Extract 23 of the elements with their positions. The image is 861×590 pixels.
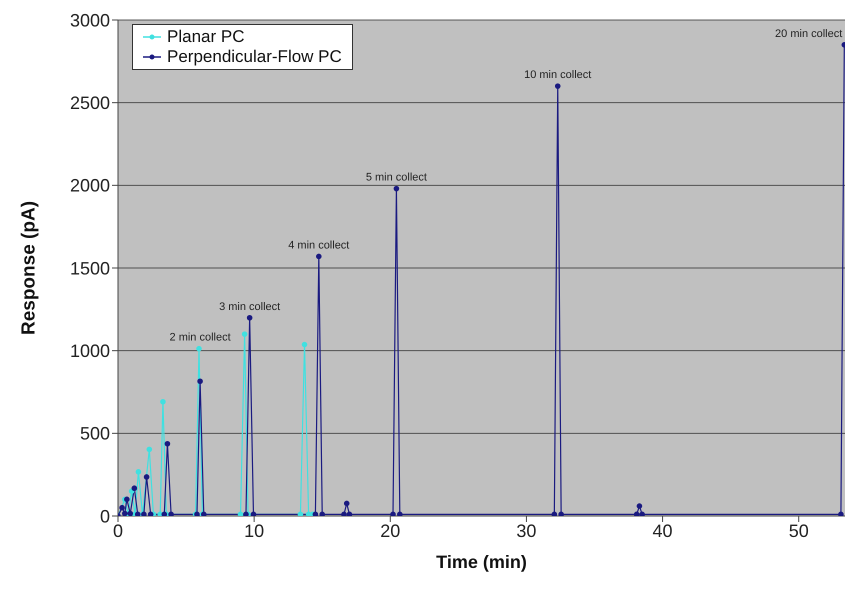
y-tick-label: 1500 xyxy=(70,258,110,278)
legend-label: Perpendicular-Flow PC xyxy=(167,47,342,67)
annotation: 10 min collect xyxy=(524,69,592,82)
x-tick-label: 20 xyxy=(380,520,400,541)
annotation: 4 min collect xyxy=(288,239,350,252)
x-tick-label: 10 xyxy=(244,520,264,541)
annotation: 20 min collect xyxy=(775,28,842,40)
y-axis-title: Response (pA) xyxy=(18,200,40,336)
x-tick-label: 30 xyxy=(516,520,536,541)
y-tick-label: 2000 xyxy=(70,176,110,196)
y-tick-label: 0 xyxy=(100,506,110,526)
y-tick-label: 2500 xyxy=(70,93,110,114)
x-axis-title: Time (min) xyxy=(436,552,527,572)
y-tick-label: 500 xyxy=(80,424,110,444)
y-tick-label: 3000 xyxy=(70,10,110,30)
x-tick-label: 50 xyxy=(788,520,809,541)
annotation: 2 min collect xyxy=(170,332,231,344)
x-tick-label: 40 xyxy=(652,520,673,541)
annotation: 3 min collect xyxy=(219,300,280,313)
x-tick-label: 0 xyxy=(112,520,124,541)
legend-label: Planar PC xyxy=(167,27,244,47)
y-tick-label: 1000 xyxy=(70,341,110,362)
annotation: 5 min collect xyxy=(366,172,427,184)
